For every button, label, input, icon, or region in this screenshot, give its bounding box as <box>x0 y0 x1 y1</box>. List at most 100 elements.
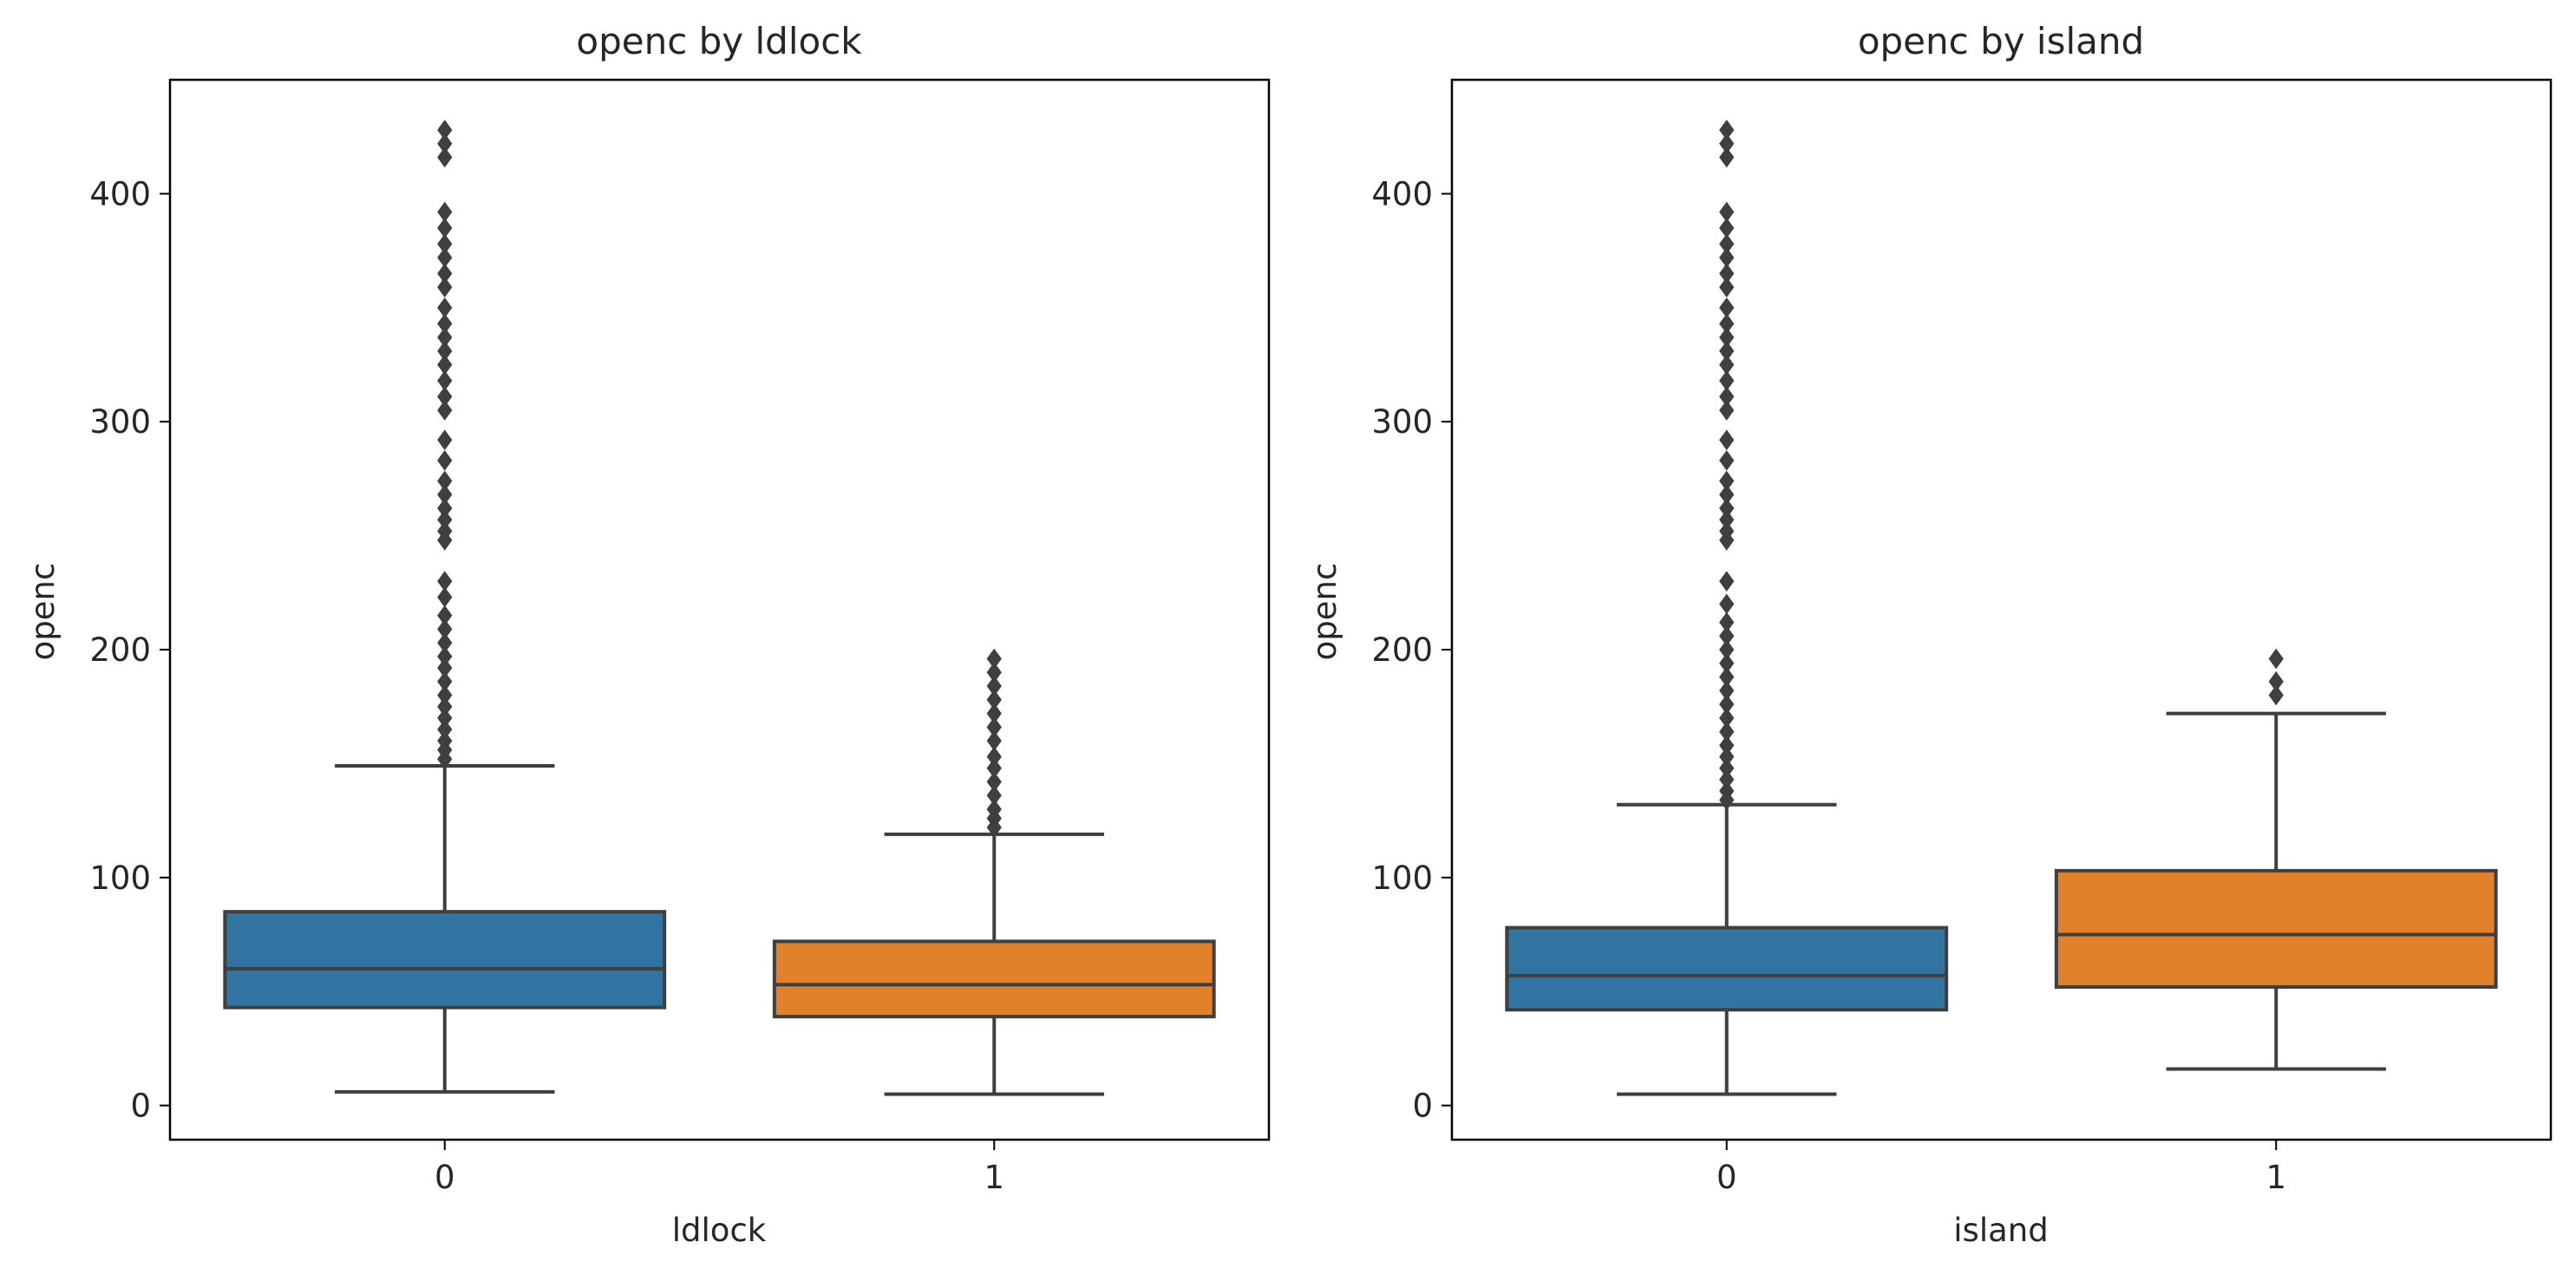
y-tick-label: 200 <box>1371 631 1433 669</box>
outlier-point <box>986 703 1002 724</box>
outlier-point <box>1719 133 1735 154</box>
box-category-0 <box>223 119 667 1094</box>
x-axis-label: island <box>1953 1212 2048 1249</box>
outlier-point <box>437 646 453 667</box>
outlier-point <box>986 730 1002 751</box>
chart-panel-ldlock: openc by ldlock ldlock openc 0 100 200 300 4… <box>24 20 1271 1249</box>
outlier-point <box>437 354 453 376</box>
y-tick-label: 200 <box>89 631 151 669</box>
outlier-point <box>437 340 453 362</box>
outlier-point <box>986 689 1002 710</box>
chart-title: openc by ldlock <box>576 20 862 62</box>
outlier-point <box>437 586 453 608</box>
outlier-point <box>437 470 453 492</box>
outlier-point <box>1719 233 1735 255</box>
outlier-point <box>437 247 453 268</box>
y-tick-label: 0 <box>130 1088 151 1125</box>
outlier-point <box>1719 400 1735 421</box>
outlier-point <box>437 263 453 284</box>
outlier-point <box>437 133 453 154</box>
outlier-point <box>437 400 453 421</box>
outlier-point <box>1719 757 1735 779</box>
outlier-point <box>1719 263 1735 284</box>
outlier-point <box>2268 684 2284 706</box>
outlier-point <box>437 484 453 506</box>
outlier-point <box>437 696 453 717</box>
outlier-point <box>986 771 1002 793</box>
box-iqr <box>223 910 667 1010</box>
outlier-point <box>986 785 1002 807</box>
outlier-point <box>437 277 453 298</box>
outlier-point <box>1719 611 1735 633</box>
outlier-point <box>1719 217 1735 239</box>
outlier-point <box>1719 694 1735 715</box>
outlier-point <box>1719 340 1735 362</box>
outlier-point <box>1719 386 1735 408</box>
outlier-point <box>437 520 453 542</box>
outlier-point <box>1719 147 1735 168</box>
outlier-point <box>437 618 453 640</box>
outlier-point <box>1719 746 1735 768</box>
outlier-point <box>1719 297 1735 318</box>
outlier-point <box>1719 571 1735 592</box>
outlier-point <box>1719 781 1735 801</box>
outlier-point <box>1719 680 1735 702</box>
outlier-point <box>437 450 453 471</box>
y-tick-label: 0 <box>1412 1088 1433 1125</box>
plot-area: 0 100 200 300 400 0 1 <box>1371 78 2553 1196</box>
outlier-point <box>1719 666 1735 688</box>
axes-frame <box>168 78 1271 1141</box>
outlier-point <box>1719 768 1735 790</box>
box-iqr <box>1505 925 1949 1012</box>
outlier-point <box>986 757 1002 779</box>
outlier-point <box>437 730 453 751</box>
outlier-point <box>437 632 453 653</box>
outlier-point <box>1719 354 1735 376</box>
y-tick-label: 100 <box>89 860 151 897</box>
box-category-1 <box>2054 648 2498 1071</box>
outlier-point <box>1719 707 1735 729</box>
outlier-point <box>437 670 453 692</box>
chart-title: openc by island <box>1858 20 2144 62</box>
y-axis-label: openc <box>1306 563 1344 661</box>
outlier-point <box>986 648 1002 670</box>
box-category-0 <box>1505 119 1949 1096</box>
outlier-point <box>1719 652 1735 674</box>
outlier-point <box>437 498 453 519</box>
outlier-point <box>1719 509 1735 531</box>
outlier-point <box>437 217 453 239</box>
outlier-point <box>1719 520 1735 542</box>
y-tick-label: 400 <box>89 175 151 212</box>
outlier-point <box>1719 639 1735 660</box>
outlier-point <box>1719 735 1735 756</box>
outlier-point <box>437 313 453 335</box>
y-tick-label: 300 <box>1371 403 1433 441</box>
outlier-point <box>437 119 453 141</box>
outlier-point <box>1719 313 1735 335</box>
outlier-point <box>1719 429 1735 451</box>
x-axis-label: ldlock <box>672 1212 767 1249</box>
y-tick-label: 100 <box>1371 860 1433 897</box>
outlier-point <box>437 297 453 318</box>
outlier-point <box>1719 593 1735 615</box>
y-tick-label: 400 <box>1371 175 1433 212</box>
outlier-point <box>986 676 1002 696</box>
box-iqr <box>772 939 1216 1019</box>
outlier-point <box>1719 498 1735 519</box>
outlier-point <box>986 746 1002 768</box>
outlier-point <box>986 662 1002 683</box>
outlier-point <box>437 684 453 706</box>
outlier-point <box>437 571 453 592</box>
outlier-point <box>437 201 453 223</box>
y-axis-label: openc <box>24 563 62 661</box>
plot-area: 0 100 200 300 400 0 1 <box>89 78 1271 1196</box>
outlier-point <box>1719 370 1735 391</box>
outlier-point <box>986 716 1002 738</box>
outlier-point <box>437 605 453 626</box>
box-iqr <box>2054 868 2498 989</box>
outlier-point <box>1719 470 1735 492</box>
outlier-point <box>437 429 453 451</box>
outlier-point <box>437 509 453 531</box>
x-tick-label: 1 <box>984 1159 1004 1196</box>
